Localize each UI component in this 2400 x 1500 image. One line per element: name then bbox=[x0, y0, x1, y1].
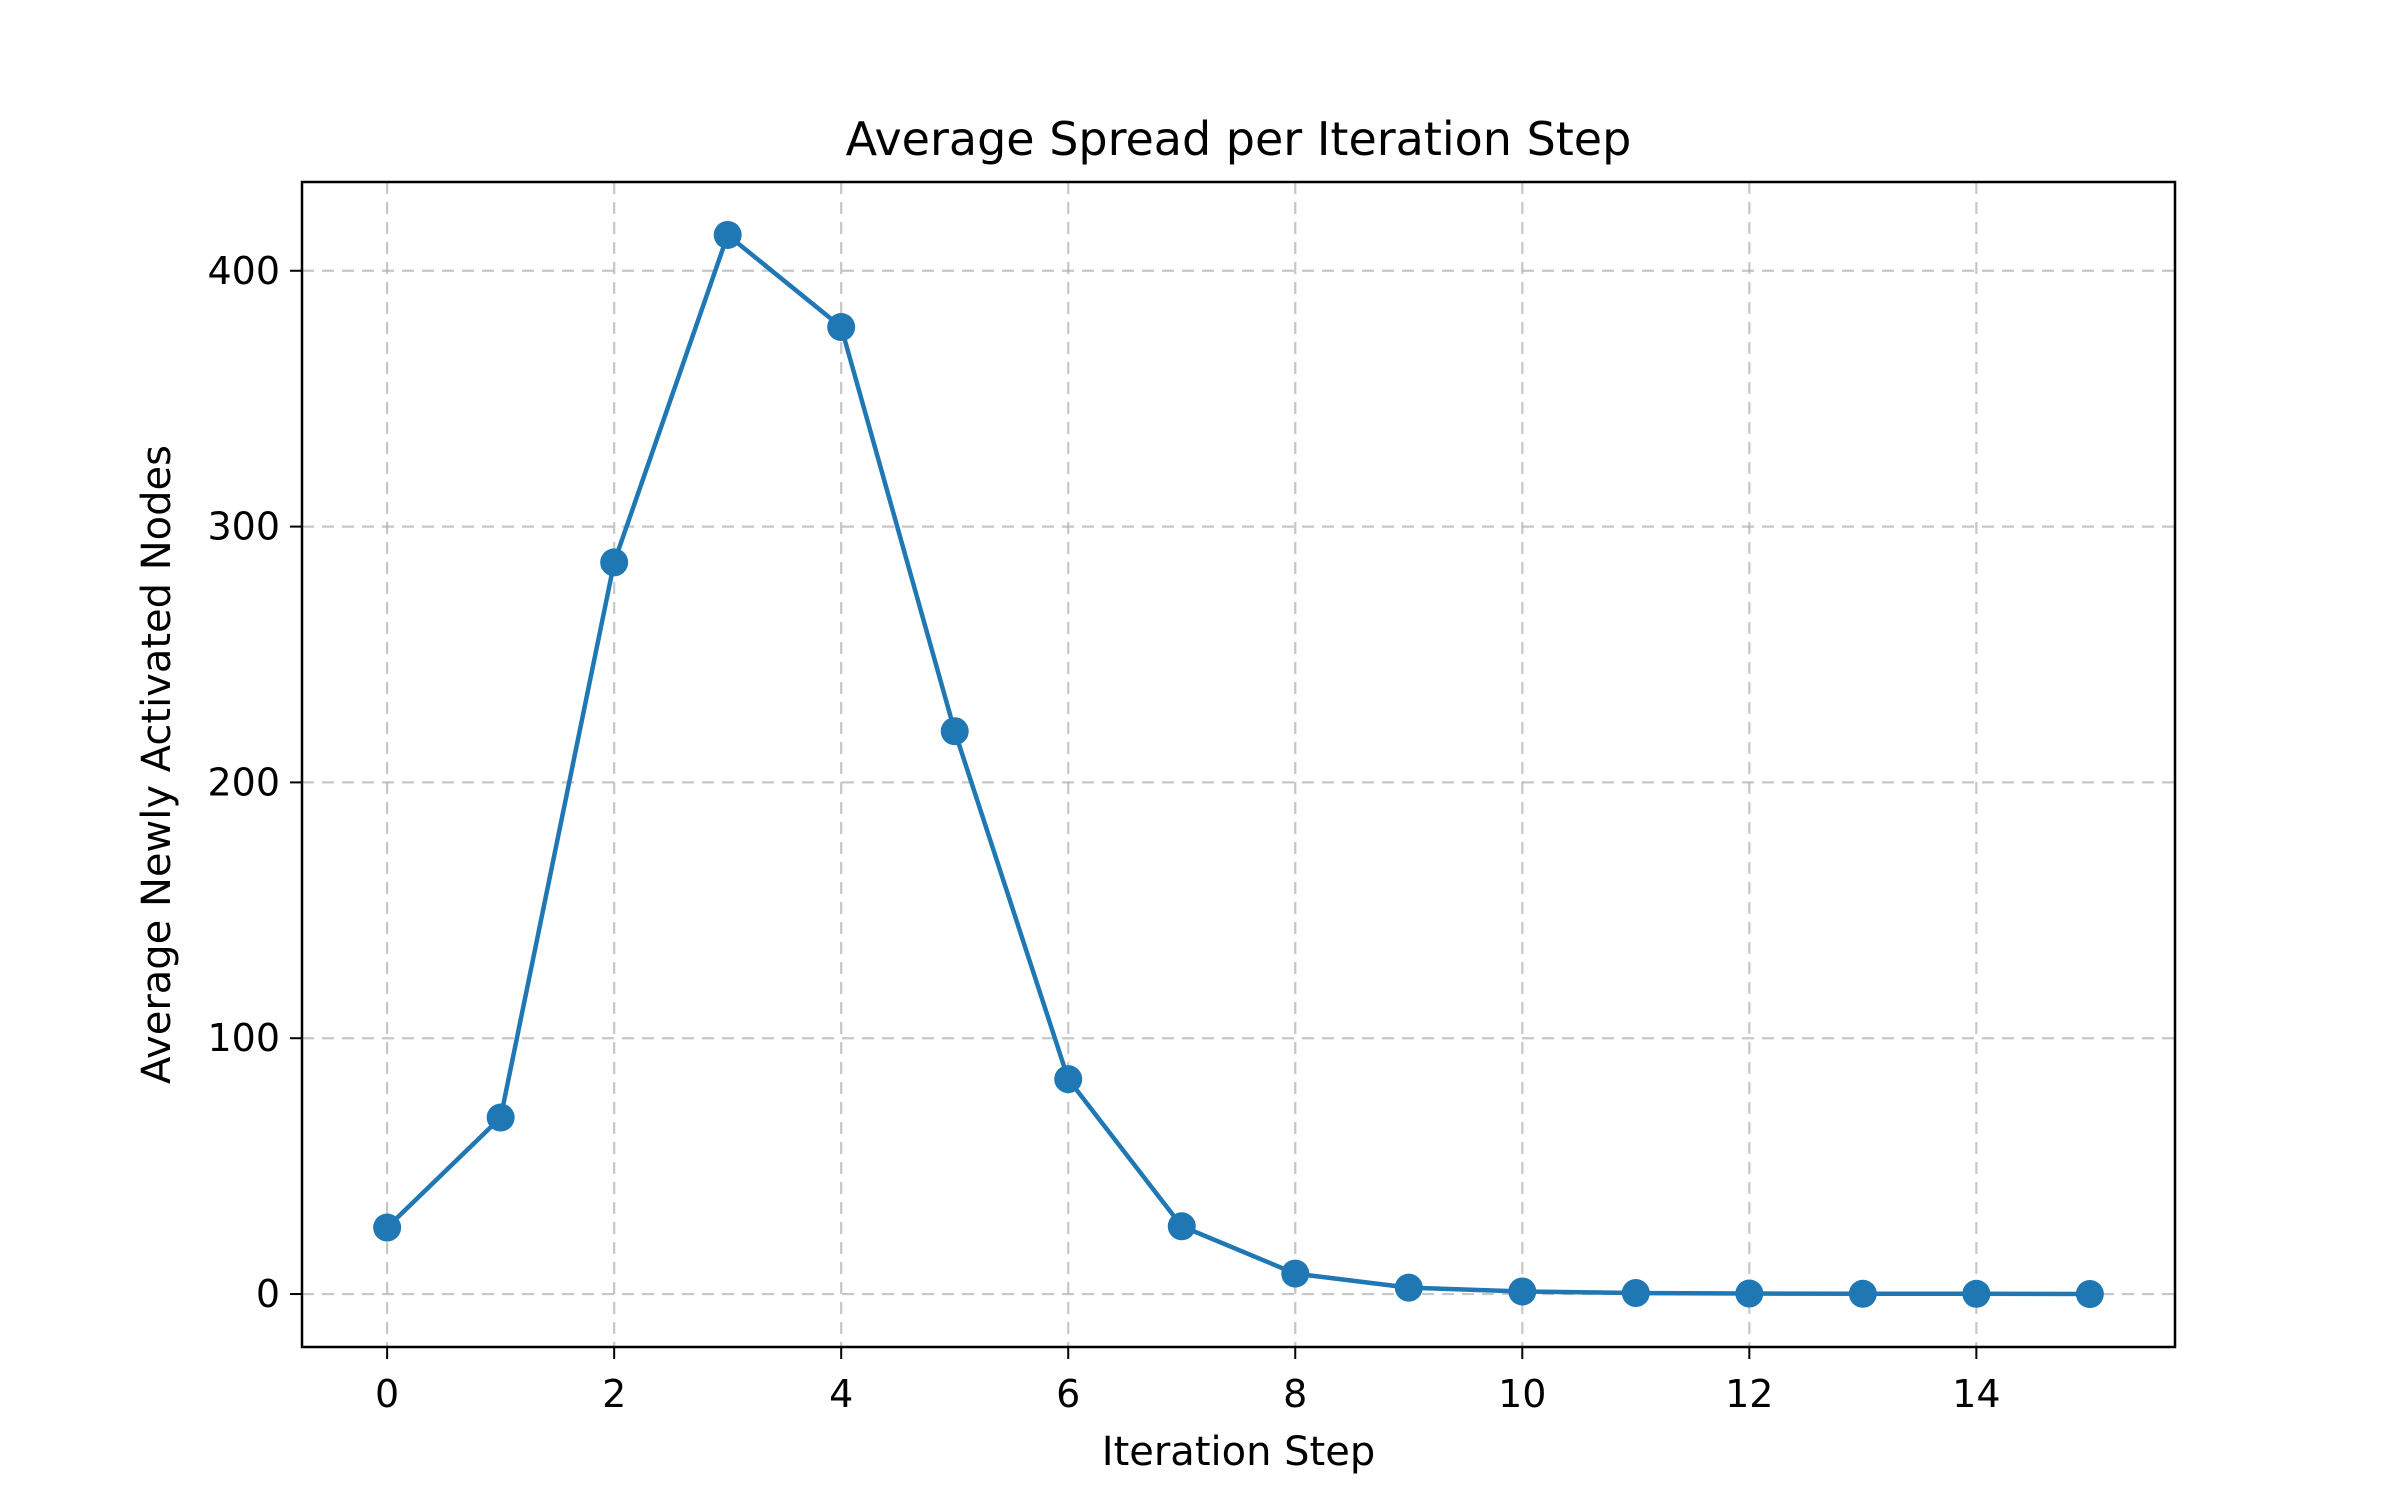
data-point bbox=[1621, 1279, 1650, 1308]
x-axis-label: Iteration Step bbox=[1102, 1429, 1375, 1475]
data-point bbox=[486, 1103, 515, 1132]
data-point bbox=[1508, 1277, 1537, 1306]
series-line bbox=[385, 232, 2090, 1297]
data-point bbox=[2075, 1280, 2104, 1309]
series-layer bbox=[373, 220, 2104, 1309]
x-tick-label: 12 bbox=[1725, 1372, 1773, 1416]
y-tick-label: 300 bbox=[207, 505, 280, 549]
y-tick-label: 0 bbox=[256, 1272, 280, 1316]
axis-ticks: 0 2 4 6 8 10 12 14 0 100 200 300 400 bbox=[207, 249, 2000, 1416]
y-tick-label: 200 bbox=[207, 760, 280, 804]
y-axis-label: Average Newly Activated Nodes bbox=[134, 445, 180, 1084]
data-point bbox=[373, 1213, 402, 1242]
data-point bbox=[940, 717, 969, 746]
x-tick-label: 2 bbox=[602, 1372, 626, 1416]
data-point bbox=[713, 220, 742, 249]
data-point bbox=[1054, 1065, 1083, 1094]
data-point bbox=[1735, 1279, 1764, 1308]
data-point bbox=[1167, 1212, 1196, 1241]
x-tick-label: 8 bbox=[1283, 1372, 1307, 1416]
y-tick-label: 100 bbox=[207, 1016, 280, 1060]
data-point bbox=[1848, 1279, 1877, 1308]
x-tick-label: 4 bbox=[829, 1372, 853, 1416]
x-tick-label: 6 bbox=[1056, 1372, 1080, 1416]
data-point bbox=[827, 313, 856, 342]
x-tick-label: 10 bbox=[1498, 1372, 1546, 1416]
x-tick-label: 14 bbox=[1952, 1372, 2000, 1416]
y-tick-label: 400 bbox=[207, 249, 280, 293]
plot-frame bbox=[300, 180, 2177, 1349]
data-point bbox=[600, 548, 629, 577]
x-tick-label: 0 bbox=[375, 1372, 399, 1416]
data-point bbox=[1962, 1279, 1991, 1308]
chart-title: Average Spread per Iteration Step bbox=[846, 112, 1632, 166]
data-point bbox=[1281, 1259, 1310, 1288]
data-point bbox=[1394, 1273, 1423, 1302]
